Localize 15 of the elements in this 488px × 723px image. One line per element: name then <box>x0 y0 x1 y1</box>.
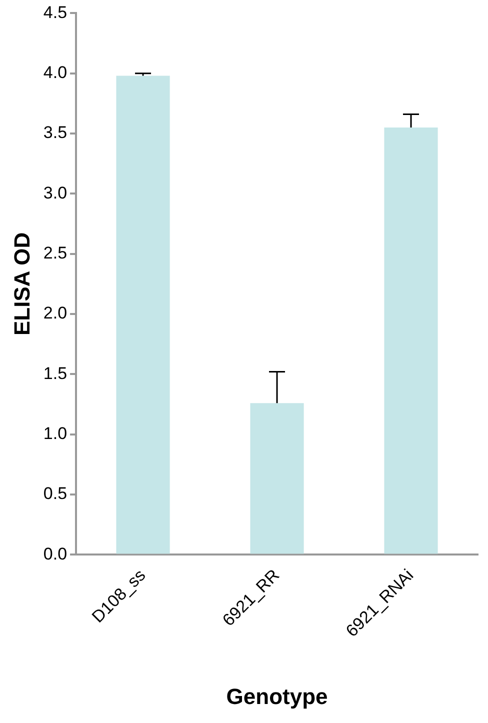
y-tick-label: 1.5 <box>43 364 68 383</box>
y-tick-label: 1.0 <box>43 424 68 444</box>
y-tick-label: 3.5 <box>43 123 68 142</box>
y-tick-label: 2.5 <box>43 244 68 263</box>
bar <box>116 76 170 554</box>
bar <box>384 128 438 554</box>
y-tick-label: 4.5 <box>43 2 68 22</box>
y-tick-label: 0.5 <box>43 484 68 504</box>
bar <box>250 403 304 554</box>
y-tick-label: 4.0 <box>43 63 68 82</box>
y-tick-label: 0.0 <box>43 544 68 564</box>
y-tick-label: 2.0 <box>43 304 68 323</box>
x-axis-title: Genotype <box>226 684 328 709</box>
y-axis-title: ELISA OD <box>9 232 34 336</box>
y-tick-label: 3.0 <box>43 183 68 202</box>
